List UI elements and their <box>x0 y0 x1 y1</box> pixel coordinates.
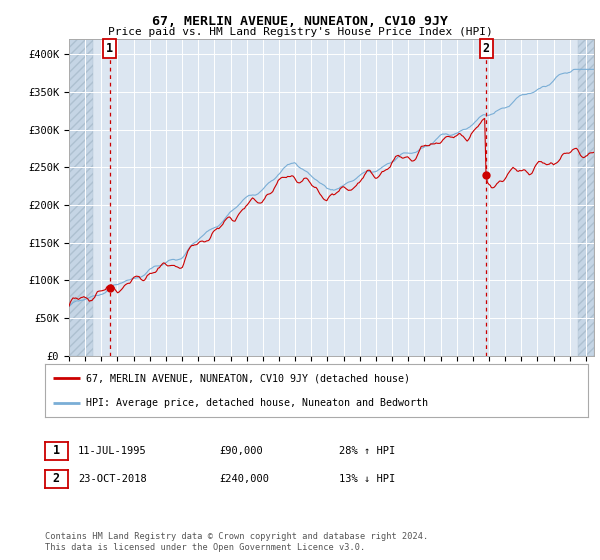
Text: 2: 2 <box>53 472 60 486</box>
Text: 2: 2 <box>482 43 490 55</box>
Text: £90,000: £90,000 <box>219 446 263 456</box>
Text: 28% ↑ HPI: 28% ↑ HPI <box>339 446 395 456</box>
Text: 11-JUL-1995: 11-JUL-1995 <box>78 446 147 456</box>
Text: 67, MERLIN AVENUE, NUNEATON, CV10 9JY: 67, MERLIN AVENUE, NUNEATON, CV10 9JY <box>152 15 448 27</box>
Text: 67, MERLIN AVENUE, NUNEATON, CV10 9JY (detached house): 67, MERLIN AVENUE, NUNEATON, CV10 9JY (d… <box>86 374 410 384</box>
Text: HPI: Average price, detached house, Nuneaton and Bedworth: HPI: Average price, detached house, Nune… <box>86 398 428 408</box>
Text: 23-OCT-2018: 23-OCT-2018 <box>78 474 147 484</box>
Bar <box>69 39 93 356</box>
Text: Contains HM Land Registry data © Crown copyright and database right 2024.
This d: Contains HM Land Registry data © Crown c… <box>45 532 428 552</box>
Text: Price paid vs. HM Land Registry's House Price Index (HPI): Price paid vs. HM Land Registry's House … <box>107 27 493 37</box>
Text: 13% ↓ HPI: 13% ↓ HPI <box>339 474 395 484</box>
Bar <box>578 39 594 356</box>
Text: £240,000: £240,000 <box>219 474 269 484</box>
Text: 1: 1 <box>106 43 113 55</box>
Text: 1: 1 <box>53 444 60 458</box>
